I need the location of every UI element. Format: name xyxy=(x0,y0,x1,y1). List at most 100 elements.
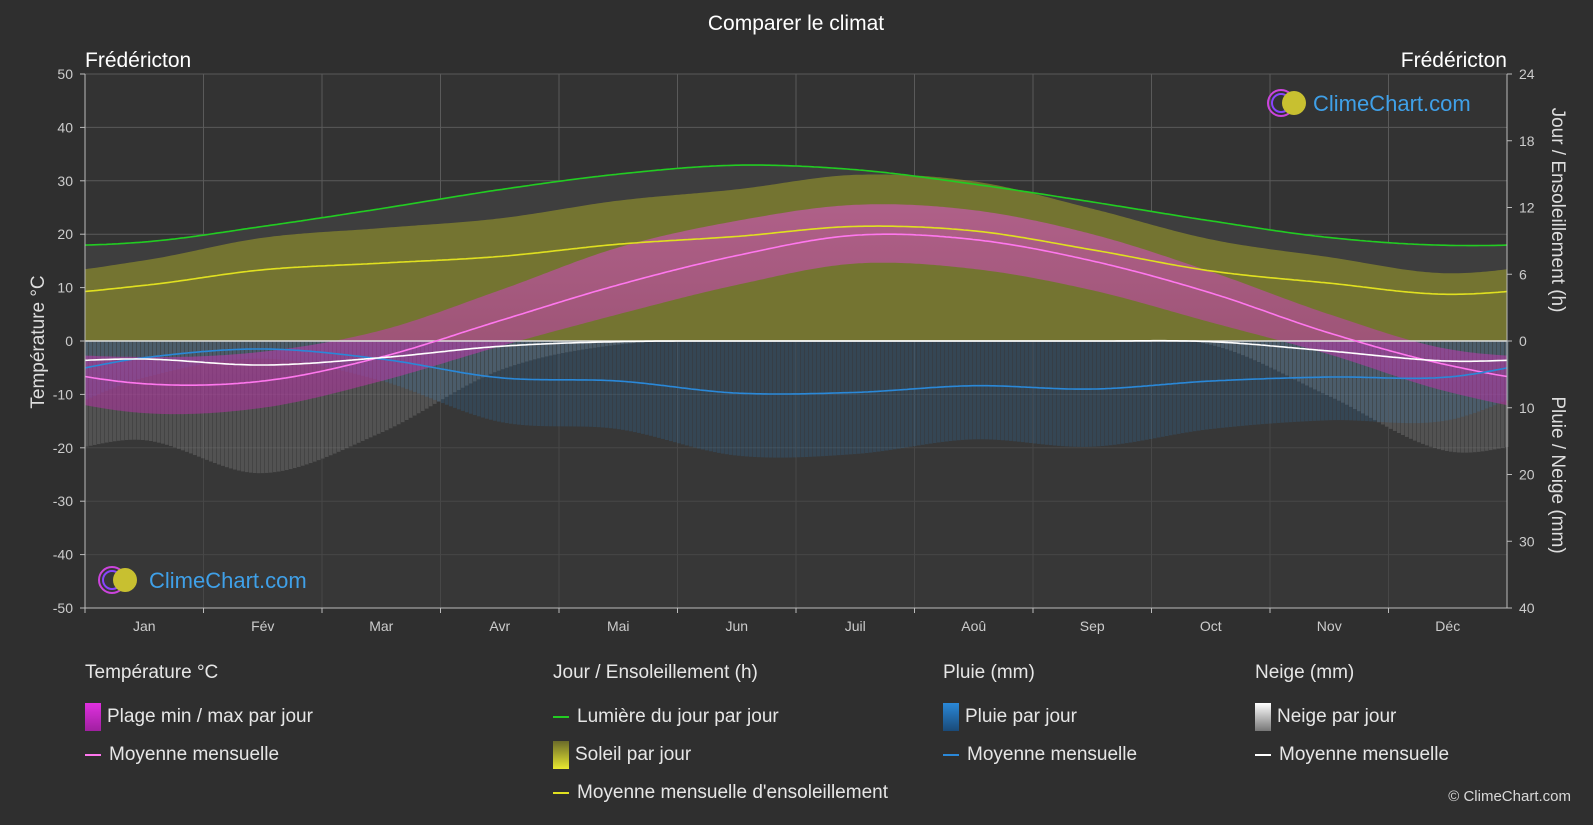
rain-day-bar xyxy=(177,341,181,370)
rain-day-bar xyxy=(861,341,865,454)
temp-range-swatch xyxy=(85,703,101,731)
rain-day-bar xyxy=(161,341,165,373)
rain-day-bar xyxy=(425,341,429,397)
rain-day-bar xyxy=(1345,341,1349,421)
rain-day-bar xyxy=(1125,341,1129,444)
rain-day-bar xyxy=(1081,341,1085,447)
snow-day-bar xyxy=(1409,341,1413,439)
snow-day-bar xyxy=(1449,341,1453,452)
rain-day-bar xyxy=(1297,341,1301,422)
legend-snow-title: Neige (mm) xyxy=(1255,662,1355,683)
rain-day-bar xyxy=(989,341,993,440)
snow-day-bar xyxy=(585,341,589,349)
rain-day-bar xyxy=(657,341,661,438)
snow-day-bar xyxy=(425,341,429,409)
rain-day-bar xyxy=(813,341,817,457)
snow-day-bar xyxy=(1213,341,1217,346)
rain-day-bar xyxy=(761,341,765,458)
rain-day-bar xyxy=(713,341,717,453)
rain-day-bar xyxy=(613,341,617,429)
legend-temperature-title: Température °C xyxy=(85,662,219,683)
rain-day-bar xyxy=(945,341,949,442)
rain-day-bar xyxy=(665,341,669,441)
rain-day-bar xyxy=(1181,341,1185,434)
rain-day-bar xyxy=(957,341,961,441)
rain-day-bar xyxy=(1005,341,1009,441)
rain-day-bar xyxy=(865,341,869,454)
rain-day-bar xyxy=(985,341,989,440)
location-left: Frédéricton xyxy=(85,49,191,72)
rain-day-bar xyxy=(993,341,997,440)
rain-day-bar xyxy=(509,341,513,424)
snow-day-bar xyxy=(505,341,509,368)
snow-day-bar xyxy=(1405,341,1409,437)
snow-day-bar xyxy=(317,341,321,461)
rain-day-bar xyxy=(533,341,537,426)
rain-day-bar xyxy=(837,341,841,456)
chart-title: Comparer le climat xyxy=(708,12,884,35)
rain-day-bar xyxy=(641,341,645,434)
rain-day-bar xyxy=(769,341,773,458)
y-tick-label-left: 30 xyxy=(57,173,73,189)
rain-day-bar xyxy=(869,341,873,453)
rain-day-bar xyxy=(1169,341,1173,436)
rain-day-bar xyxy=(941,341,945,442)
rain-day-bar xyxy=(685,341,689,446)
temperature-range xyxy=(85,204,1507,415)
rain-day-bar xyxy=(709,341,713,452)
rain-day-bar xyxy=(465,341,469,413)
snow-day-bar xyxy=(433,341,437,404)
rain-day-bar xyxy=(1369,341,1373,422)
snow-day-bar xyxy=(481,341,485,378)
rain-day-bar xyxy=(1109,341,1113,446)
snow-day-bar xyxy=(1317,341,1321,392)
daylight-swatch xyxy=(553,716,569,718)
snow-day-bar xyxy=(417,341,421,414)
rain-day-bar xyxy=(777,341,781,458)
snow-day-bar xyxy=(1401,341,1405,436)
snow-day-bar xyxy=(1393,341,1397,431)
rain-day-bar xyxy=(585,341,589,427)
rain-day-bar xyxy=(829,341,833,456)
rain-day-bar xyxy=(169,341,173,372)
rain-day-bar xyxy=(1405,341,1409,424)
rain-day-bar xyxy=(273,341,277,360)
rain-day-bar xyxy=(669,341,673,442)
rain-day-bar xyxy=(781,341,785,458)
legend-snow-mean-label: Moyenne mensuelle xyxy=(1279,744,1450,765)
rain-day-bar xyxy=(1261,341,1265,425)
rain-day-bar xyxy=(225,341,229,361)
rain-day-bar xyxy=(253,341,257,359)
snow-day-bar xyxy=(373,341,377,436)
rain-day-bar xyxy=(1065,341,1069,447)
snow-day-bar xyxy=(541,341,545,358)
rain-day-bar xyxy=(1061,341,1065,447)
y-tick-label-sun: 0 xyxy=(1519,333,1527,349)
rain-day-bar xyxy=(1133,341,1137,442)
snow-day-bar xyxy=(569,341,573,352)
rain-day-bar xyxy=(1321,341,1325,421)
rain-day-bar xyxy=(1073,341,1077,447)
rain-day-bar xyxy=(593,341,597,427)
rain-day-bar xyxy=(693,341,697,448)
rain-day-bar xyxy=(841,341,845,455)
snow-day-bar xyxy=(477,341,481,380)
x-tick-label: Déc xyxy=(1435,618,1460,634)
rain-day-bar xyxy=(725,341,729,455)
location-right: Frédéricton xyxy=(1401,49,1507,72)
rain-day-bar xyxy=(1389,341,1393,423)
snow-mean-swatch xyxy=(1255,754,1271,756)
rain-day-bar xyxy=(961,341,965,440)
snow-day-bar xyxy=(1345,341,1349,405)
snow-day-bar xyxy=(1417,341,1421,443)
rain-day-bar xyxy=(789,341,793,458)
rain-day-bar xyxy=(1229,341,1233,427)
rain-day-bar xyxy=(1365,341,1369,422)
snow-day-bar xyxy=(277,341,281,472)
rain-day-bar xyxy=(973,341,977,440)
snow-day-bar xyxy=(1261,341,1265,364)
y-axis-right-bottom-label: Pluie / Neige (mm) xyxy=(1547,396,1568,553)
snow-day-bar xyxy=(473,341,477,382)
rain-day-bar xyxy=(933,341,937,444)
snow-day-bar xyxy=(613,341,617,346)
